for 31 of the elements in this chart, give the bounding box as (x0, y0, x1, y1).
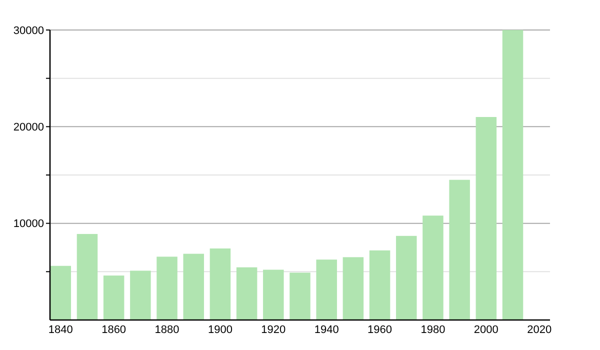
bar (210, 248, 231, 320)
y-tick-label: 30000 (13, 24, 44, 37)
x-tick-label: 1900 (208, 324, 232, 336)
bar (422, 216, 444, 320)
x-tick-label: 1940 (314, 324, 339, 336)
bar (76, 234, 98, 320)
x-tick-label: 1880 (154, 324, 180, 336)
x-tick-label: 1920 (261, 324, 286, 336)
x-tick-label: 2020 (527, 324, 552, 336)
bar (369, 250, 390, 320)
x-tick-label: 2000 (474, 324, 498, 336)
x-tick-label: 1980 (420, 324, 446, 336)
bar (263, 270, 284, 320)
y-tick-label: 20000 (13, 122, 44, 134)
bar (183, 254, 204, 320)
bar (130, 270, 151, 320)
bar (449, 180, 470, 320)
bar (290, 272, 310, 320)
bar (502, 30, 524, 320)
bar (236, 267, 258, 320)
bar (50, 266, 72, 320)
bar (103, 276, 124, 320)
x-tick-label: 1860 (102, 324, 126, 336)
x-tick-label: 1840 (48, 324, 73, 336)
bar (316, 260, 337, 320)
x-tick-label: 1960 (368, 324, 392, 336)
bar (476, 117, 497, 320)
bar (396, 236, 417, 320)
bar (342, 257, 364, 320)
y-tick-label: 10000 (13, 218, 44, 230)
bar (156, 256, 178, 320)
